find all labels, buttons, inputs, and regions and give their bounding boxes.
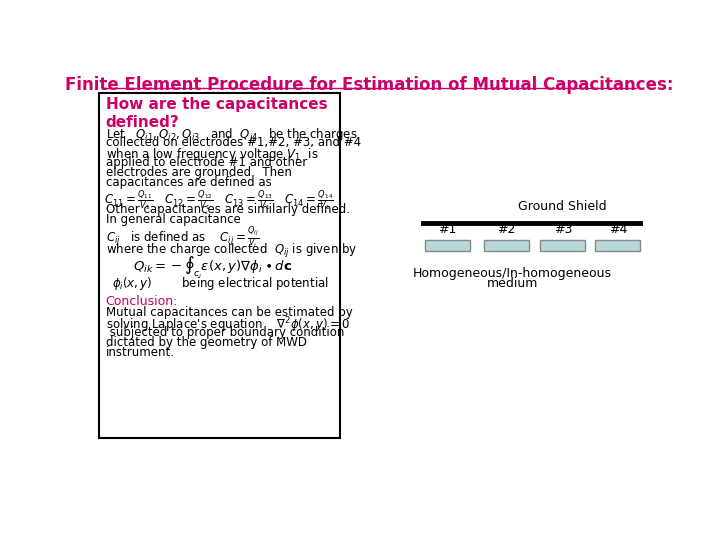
Text: Let   $Q_{i1}, Q_{i2}, Q_{i3}$   and  $Q_{i4}$   be the charges: Let $Q_{i1}, Q_{i2}, Q_{i3}$ and $Q_{i4}… — [106, 126, 357, 144]
Text: Homogeneous/In-homogeneous: Homogeneous/In-homogeneous — [413, 267, 612, 280]
FancyBboxPatch shape — [540, 240, 585, 251]
Text: $\phi_i(x, y)$        being electrical potential: $\phi_i(x, y)$ being electrical potentia… — [112, 275, 328, 292]
Text: Ground Shield: Ground Shield — [518, 200, 607, 213]
Text: where the charge collected  $Q_{ij}$ is given by: where the charge collected $Q_{ij}$ is g… — [106, 242, 357, 260]
Text: Conclusion:: Conclusion: — [106, 295, 178, 308]
Text: Other capacitances are similarly defined.: Other capacitances are similarly defined… — [106, 204, 349, 217]
Text: electrodes are grounded.  Then: electrodes are grounded. Then — [106, 166, 292, 179]
Text: $C_{11} = \frac{Q_{11}}{V_1}$   $C_{12} = \frac{Q_{12}}{V_1}$   $C_{13} = \frac{: $C_{11} = \frac{Q_{11}}{V_1}$ $C_{12} = … — [104, 188, 334, 213]
Text: collected on electrodes #1,#2, #3, and #4: collected on electrodes #1,#2, #3, and #… — [106, 137, 361, 150]
Text: medium: medium — [487, 276, 538, 289]
Text: #2: #2 — [497, 222, 516, 236]
Text: when a low frequency voltage $V_1$  is: when a low frequency voltage $V_1$ is — [106, 146, 318, 164]
Text: $C_{ij}$   is defined as    $C_{ij} = \frac{Q_{ij}}{V_i}$: $C_{ij}$ is defined as $C_{ij} = \frac{Q… — [106, 225, 258, 251]
Text: Finite Element Procedure for Estimation of Mutual Capacitances:: Finite Element Procedure for Estimation … — [65, 76, 673, 94]
Text: capacitances are defined as: capacitances are defined as — [106, 177, 271, 190]
Text: Mutual capacitances can be estimated by: Mutual capacitances can be estimated by — [106, 306, 352, 319]
Text: dictated by the geometry of MWD: dictated by the geometry of MWD — [106, 336, 307, 349]
Text: $Q_{ik} = -\oint_{c_i} \varepsilon(x,y)\nabla\phi_i \bullet d\mathbf{c}$: $Q_{ik} = -\oint_{c_i} \varepsilon(x,y)\… — [132, 255, 292, 281]
FancyBboxPatch shape — [595, 240, 640, 251]
Text: In general capacitance: In general capacitance — [106, 213, 240, 226]
Text: #1: #1 — [438, 222, 456, 236]
FancyBboxPatch shape — [484, 240, 528, 251]
Text: How are the capacitances
defined?: How are the capacitances defined? — [106, 97, 327, 130]
Text: subjected to proper boundary condition: subjected to proper boundary condition — [106, 326, 344, 339]
Text: instrument.: instrument. — [106, 346, 174, 359]
Text: solving Laplace's equation    $\nabla^2\phi(x,y)=0$: solving Laplace's equation $\nabla^2\phi… — [106, 316, 350, 335]
FancyBboxPatch shape — [99, 93, 340, 438]
FancyBboxPatch shape — [425, 240, 469, 251]
Text: applied to electrode #1 and other: applied to electrode #1 and other — [106, 157, 307, 170]
Text: #4: #4 — [608, 222, 627, 236]
Text: #3: #3 — [554, 222, 572, 236]
